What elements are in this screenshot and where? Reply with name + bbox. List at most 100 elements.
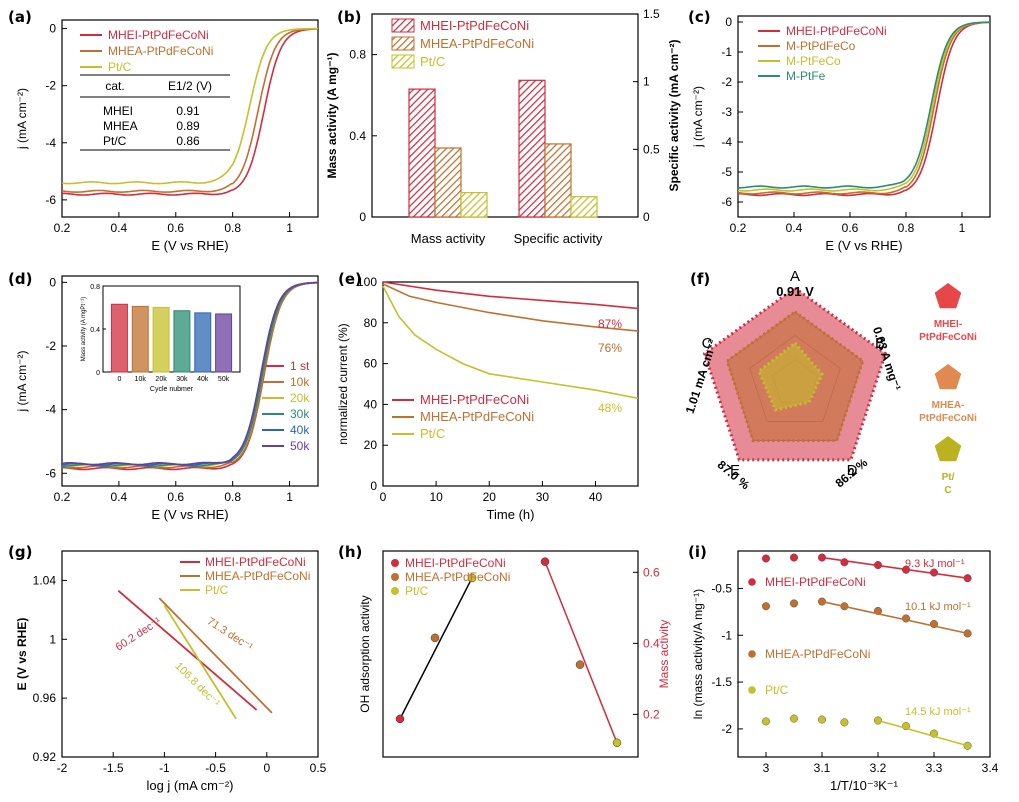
legend-marker [748, 686, 756, 694]
y-tick-label: -1 [721, 45, 732, 59]
x-axis-label: E (V vs RHE) [151, 507, 228, 522]
inset-bar [194, 312, 212, 373]
x-tick-label: 20 [483, 490, 497, 504]
x-tick-label: 0.4 [786, 221, 803, 235]
y-tick-label: 1.04 [33, 573, 57, 587]
legend-pentagon-icon [934, 283, 962, 309]
data-point [840, 718, 849, 727]
y-tick-label: -5 [721, 165, 732, 179]
legend-label: Pt/C [420, 426, 445, 441]
y2-tick-label: 0.2 [643, 707, 660, 721]
legend-label: 10k [290, 375, 310, 389]
panel-label: (c) [688, 8, 711, 26]
panel-4: 0 10 20 30 40 0 20 40 60 80 100 Time (h) normalized … [336, 270, 639, 522]
radar-axis-value: 0.91 V [776, 284, 814, 299]
inset-bar [152, 307, 170, 373]
fit-line [877, 719, 968, 747]
plot-frame [737, 550, 991, 758]
fit-line [399, 577, 473, 720]
inset-bar [173, 310, 191, 373]
y2-tick-label: 0.5 [643, 142, 660, 156]
fit-line [544, 561, 618, 744]
data-point [762, 717, 771, 726]
series-line [61, 27, 318, 194]
data-point [790, 553, 799, 562]
x-tick-label: -1.5 [103, 761, 124, 775]
y-axis-label: Mass activity (A mg⁻¹) [325, 53, 339, 179]
bar [544, 143, 572, 218]
y-tick-label: 100 [357, 275, 377, 289]
series-line [163, 604, 237, 720]
legend-label: PtPdFeCoNi [919, 332, 977, 343]
data-point [790, 599, 799, 608]
y-tick-label: -4 [721, 135, 732, 149]
legend-label: Pt/C [765, 683, 789, 697]
inset-y-tick-label: 0 [96, 370, 100, 377]
x-axis-label: 1/T/10⁻³K⁻¹ [830, 778, 899, 793]
legend-label: 30k [290, 407, 310, 421]
annotation: 87% [598, 317, 622, 331]
x-tick-label: 0.6 [167, 490, 184, 504]
y2-axis-label: Mass activity [657, 620, 671, 689]
y-tick-label: 0 [370, 479, 377, 493]
y-tick-label: -4 [45, 136, 56, 150]
series-line [117, 590, 258, 711]
x-tick-label: 1 [286, 490, 293, 504]
legend-label: Pt/C [405, 584, 429, 598]
x-tick-label: 0 [263, 761, 270, 775]
x-axis-label: log j (mA cm⁻²) [146, 778, 233, 793]
x-tick-label: 0.2 [54, 221, 71, 235]
y-axis-label: OH adsorption activity [358, 595, 372, 712]
y-tick-label: -4 [45, 403, 56, 417]
y-tick-label: 20 [364, 438, 378, 452]
legend-marker [391, 559, 399, 567]
legend-label: MHEI- [934, 319, 962, 330]
table-cell: 0.89 [176, 119, 200, 133]
y-tick-label: 40 [364, 397, 378, 411]
inset-y-label: Mass activity (A mgPt⁻¹) [81, 297, 87, 362]
bar [518, 79, 546, 218]
legend-label: 40k [290, 423, 310, 437]
panel-label: (e) [338, 270, 362, 288]
panel-3: 0.2 0.4 0.6 0.8 1 0 -2 -4 -6 E (V vs RHE) j (mA cm… [8, 270, 319, 522]
table-cell: MHEA [103, 119, 138, 133]
y-tick-label: 1 [49, 632, 56, 646]
x-tick-label: -2 [57, 761, 68, 775]
inset-x-label: Cycle nubmer [150, 386, 194, 393]
legend-label: M-PtPdFeCo [786, 39, 856, 53]
radar-axis-name: E [730, 462, 740, 479]
bar [408, 88, 436, 218]
data-point [612, 738, 622, 748]
y-tick-label: 0.4 [349, 129, 366, 143]
series-line [738, 21, 990, 189]
y-tick-label: -2 [45, 79, 56, 93]
y-tick-label: -3 [721, 105, 732, 119]
y-tick-label: 0 [359, 210, 366, 224]
data-point [818, 715, 827, 724]
legend-swatch [391, 36, 415, 51]
inset-x-tick-label: 30k [176, 376, 188, 383]
series-line [382, 285, 639, 400]
fit-line [821, 600, 968, 635]
legend-label: MHEI-PtPdFeCoNi [108, 28, 209, 42]
y-axis-label: E (V vs RHE) [15, 618, 29, 691]
bar [434, 147, 462, 218]
x-tick-label: 0 [380, 490, 387, 504]
legend-label: 50k [290, 439, 310, 453]
legend-label: Pt/ [942, 472, 955, 483]
data-point [762, 554, 771, 563]
legend-label: MHEI-PtPdFeCoNi [405, 556, 506, 570]
legend-label: MHEA-PtPdFeCoNi [420, 409, 534, 424]
category-label: Specific activity [514, 231, 603, 246]
y-tick-label: -6 [721, 195, 732, 209]
y-axis-label: j (mA cm⁻²) [691, 86, 705, 148]
y2-tick-label: 1.5 [643, 7, 660, 21]
annotation: 76% [598, 341, 622, 355]
y2-tick-label: 1 [643, 75, 650, 89]
y2-axis-label: Specific activity (mA cm⁻²) [667, 40, 681, 192]
panel-label: (d) [8, 270, 32, 288]
x-tick-label: 1 [286, 221, 293, 235]
x-tick-label: 0.8 [224, 221, 241, 235]
